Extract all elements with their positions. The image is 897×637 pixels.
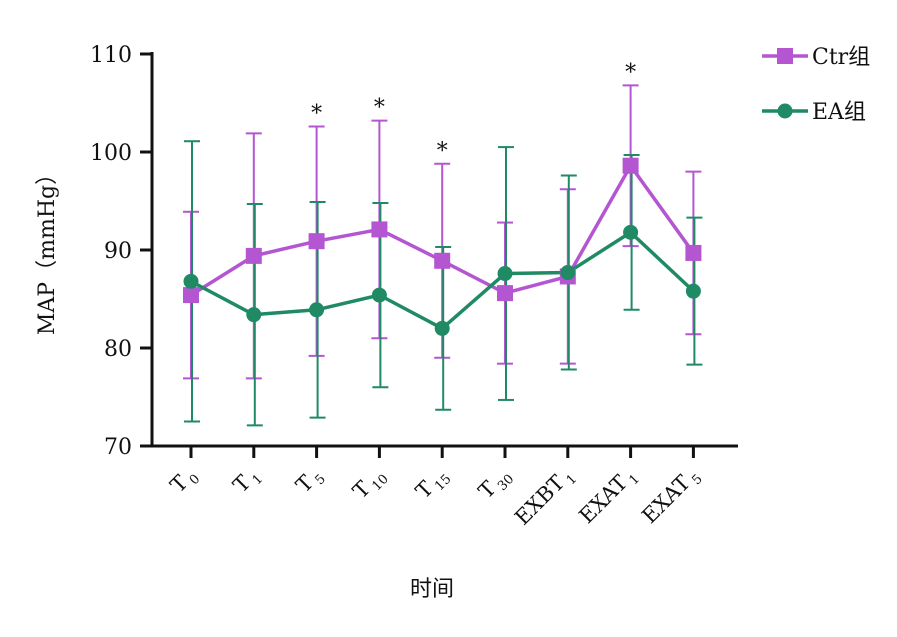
y-tick-label: 80	[104, 337, 132, 362]
x-tick-label-main: EXAT	[574, 471, 632, 529]
x-tick-label: T0	[166, 463, 204, 501]
significance-asterisk: *	[625, 60, 636, 85]
data-point-ctr	[245, 247, 262, 264]
x-tick-label: T15	[411, 463, 455, 507]
x-tick-label-main: T	[348, 476, 375, 503]
x-tick-label-sub: 30	[495, 472, 517, 494]
x-axis-title: 时间	[410, 577, 454, 602]
data-point-ctr	[434, 252, 451, 269]
data-point-ctr	[183, 287, 199, 304]
data-point-ctr	[371, 221, 388, 238]
data-point-ea	[183, 273, 199, 289]
x-tick-label: EXAT5	[637, 463, 705, 531]
legend-marker-square	[777, 48, 793, 64]
x-tick-label-main: T	[228, 471, 255, 498]
data-point-ea	[371, 287, 387, 303]
x-tick-label: T10	[348, 463, 392, 507]
y-tick-label: 110	[90, 43, 132, 68]
x-tick-label-main: T	[291, 471, 318, 498]
y-ticks: 70 80 90 100 110	[90, 43, 152, 460]
data-point-ea	[246, 307, 262, 323]
data-point-ea	[497, 266, 513, 282]
legend-label: EA组	[812, 100, 866, 125]
y-axis-title: MAP（mmHg）	[35, 163, 60, 335]
y-tick-label: 100	[90, 141, 132, 166]
data-point-ea	[685, 283, 701, 299]
y-tick-label: 70	[104, 435, 132, 460]
data-point-ctr	[308, 233, 325, 250]
legend: Ctr组 EA组	[762, 45, 870, 125]
x-tick-label: T5	[291, 463, 329, 501]
data-point-ctr	[497, 285, 513, 302]
y-tick-label: 90	[104, 239, 132, 264]
significance-asterisk: *	[311, 102, 322, 127]
x-tick-label-sub: 10	[369, 472, 391, 494]
data-point-ctr	[685, 244, 702, 261]
x-tick-label: T30	[474, 463, 518, 507]
significance-asterisk: *	[437, 139, 448, 164]
x-tick-label-main: EXAT	[637, 471, 695, 529]
legend-label: Ctr组	[812, 45, 870, 70]
data-point-ctr	[622, 157, 639, 174]
x-tick-label-main: T	[474, 476, 501, 503]
legend-marker-circle	[777, 103, 793, 119]
x-tick-label: EXAT1	[574, 463, 642, 531]
x-tick-label-sub: 15	[432, 472, 454, 494]
x-tick-label: EXBT1	[510, 463, 580, 533]
data-point-ea	[434, 320, 450, 336]
x-tick-label-main: EXBT	[510, 471, 569, 530]
data-markers	[183, 157, 702, 336]
significance-markers: * * * *	[311, 60, 636, 163]
x-tick-label: T1	[228, 463, 266, 501]
x-tick-label-main: T	[166, 471, 193, 498]
significance-asterisk: *	[374, 96, 385, 121]
x-tick-label-main: T	[411, 476, 438, 503]
data-point-ea	[560, 265, 576, 281]
data-point-ea	[623, 224, 639, 240]
data-point-ea	[309, 302, 325, 318]
